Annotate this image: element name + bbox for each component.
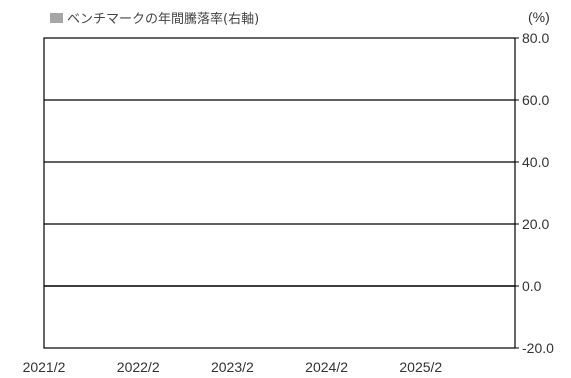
x-tick-label: 2022/2 bbox=[117, 359, 160, 375]
y-tick-label: 0.0 bbox=[522, 278, 542, 294]
gridlines bbox=[44, 99, 515, 287]
x-axis-ticks: 2021/2 2022/2 2023/2 2024/2 2025/2 bbox=[23, 359, 443, 375]
plot-area bbox=[43, 37, 516, 349]
y-tick-label: 20.0 bbox=[522, 216, 549, 232]
x-tick-label: 2023/2 bbox=[211, 359, 254, 375]
legend-label: ベンチマークの年間騰落率(右軸) bbox=[67, 11, 259, 27]
y-axis-unit: (%) bbox=[528, 9, 550, 25]
y-tick-label: 40.0 bbox=[522, 154, 549, 170]
x-tick-label: 2021/2 bbox=[23, 359, 66, 375]
y-axis-ticks: 80.0 60.0 40.0 20.0 0.0 -20.0 bbox=[515, 30, 554, 356]
legend-swatch bbox=[50, 13, 63, 23]
y-tick-label: -20.0 bbox=[522, 340, 554, 356]
x-tick-label: 2024/2 bbox=[305, 359, 348, 375]
y-tick-label: 80.0 bbox=[522, 30, 549, 46]
y-tick-label: 60.0 bbox=[522, 92, 549, 108]
x-tick-label: 2025/2 bbox=[399, 359, 442, 375]
